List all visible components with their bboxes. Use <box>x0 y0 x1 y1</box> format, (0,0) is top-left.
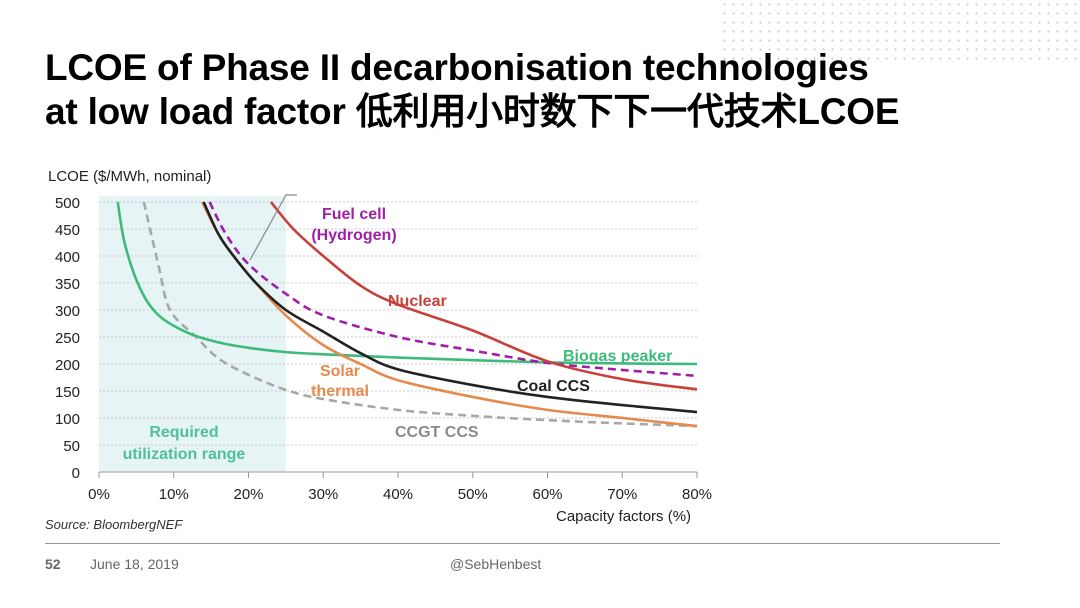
y-tick-label: 150 <box>55 384 80 401</box>
biogas-peaker-label: Biogas peaker <box>563 348 672 365</box>
page-number: 52 <box>45 556 61 572</box>
slide-date: June 18, 2019 <box>90 556 179 572</box>
nuclear-line <box>269 201 698 391</box>
x-tick-label: 20% <box>233 486 263 503</box>
source-note: Source: BloombergNEF <box>45 517 183 532</box>
y-tick-label: 250 <box>55 330 80 347</box>
solar-thermal-label-2: thermal <box>311 383 369 400</box>
x-tick-label: 0% <box>88 486 110 503</box>
ccgt-ccs-label: CCGT CCS <box>395 424 479 441</box>
title-line-2: at low load factor 低利用小时数下下一代技术LCOE <box>45 91 900 132</box>
y-tick-label: 350 <box>55 276 80 293</box>
y-tick-label: 300 <box>55 303 80 320</box>
y-tick-label: 200 <box>55 357 80 374</box>
ccgt-ccs-line <box>142 201 698 428</box>
y-tick-label: 50 <box>63 438 80 455</box>
coal-ccs-line <box>202 201 698 414</box>
fuel-cell-line <box>208 201 698 378</box>
title-line-1: LCOE of Phase II decarbonisation technol… <box>45 47 869 88</box>
coal-ccs-label: Coal CCS <box>517 378 590 395</box>
fuel-cell-leader-line <box>249 194 297 261</box>
solar-thermal-label: Solar <box>320 363 360 380</box>
twitter-handle: @SebHenbest <box>450 556 542 572</box>
x-tick-label: 10% <box>159 486 189 503</box>
fuel-cell-label-2: (Hydrogen) <box>311 227 396 244</box>
required-range-label-2: utilization range <box>123 446 246 463</box>
x-tick-label: 70% <box>607 486 637 503</box>
y-tick-label: 100 <box>55 411 80 428</box>
y-axis-label: LCOE ($/MWh, nominal) <box>48 168 212 185</box>
nuclear-label: Nuclear <box>388 293 447 310</box>
x-tick-label: 30% <box>308 486 338 503</box>
x-tick-label: 60% <box>532 486 562 503</box>
decorative-dot-pattern <box>720 0 1080 60</box>
x-axis-label: Capacity factors (%) <box>556 508 692 525</box>
x-tick-label: 80% <box>682 486 712 503</box>
y-tick-label: 400 <box>55 249 80 266</box>
slide-title: LCOE of Phase II decarbonisation technol… <box>45 46 900 134</box>
footer-divider <box>45 543 1000 544</box>
required-range-label: Required <box>149 424 218 441</box>
x-tick-label: 50% <box>458 486 488 503</box>
y-tick-label: 500 <box>55 195 80 212</box>
x-tick-label: 40% <box>383 486 413 503</box>
y-tick-label: 0 <box>72 465 80 482</box>
y-tick-label: 450 <box>55 222 80 239</box>
fuel-cell-label: Fuel cell <box>322 206 386 223</box>
